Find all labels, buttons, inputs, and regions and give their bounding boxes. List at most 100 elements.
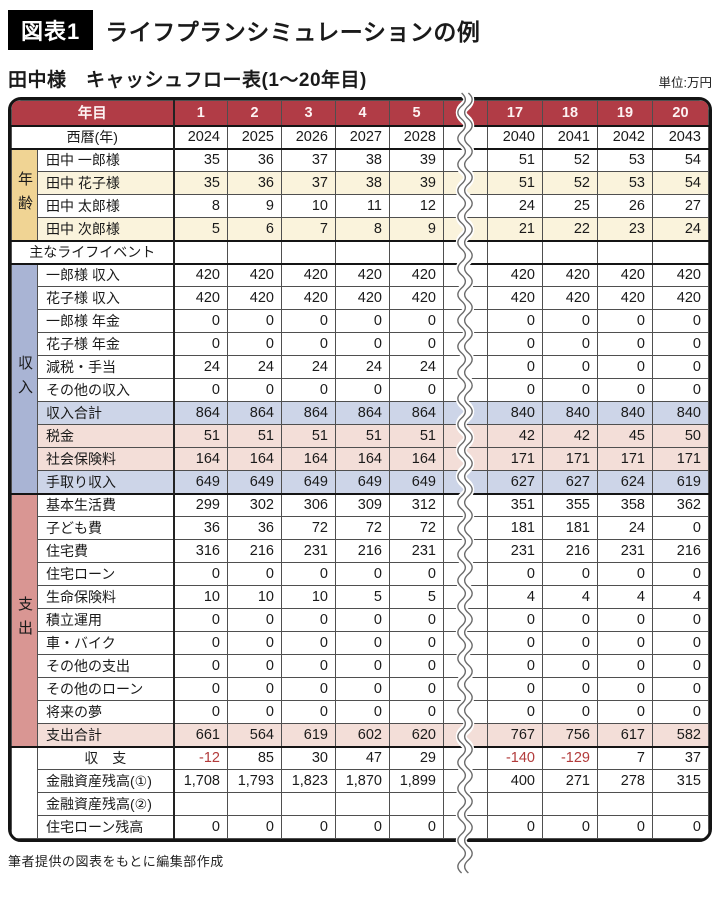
value-cell: 306	[281, 492, 336, 517]
year-header-label: 年目	[11, 100, 175, 126]
year-header-cell: 4	[335, 100, 390, 126]
value-cell: 216	[227, 539, 282, 563]
value-cell: 164	[389, 447, 444, 471]
value-cell: 0	[542, 562, 598, 586]
table-row: 支出 基本生活費 299 302 306 309 312 351 355 358 362	[11, 492, 709, 747]
break-cell	[443, 723, 488, 747]
row-label: 生命保険料	[37, 585, 175, 609]
value-cell: 0	[487, 562, 543, 586]
break-cell	[443, 654, 488, 678]
value-cell: 315	[652, 769, 709, 793]
value-cell	[335, 792, 390, 816]
row-label: その他のローン	[37, 677, 175, 701]
value-cell	[281, 792, 336, 816]
break-cell	[443, 447, 488, 471]
year-header-row: 年目 1 2 3 4 5 17 18 19 20	[11, 100, 709, 126]
value-cell: 164	[281, 447, 336, 471]
value-cell	[487, 792, 543, 816]
value-cell: 9	[389, 217, 444, 241]
table-row: 収入合計 864 864 864 864 864 840 840 840 840	[12, 401, 709, 425]
value-cell: 0	[597, 562, 653, 586]
row-label: 田中 一郎様	[37, 147, 175, 172]
value-cell: 0	[335, 332, 390, 356]
value-cell: 51	[487, 171, 543, 195]
value-cell: 0	[389, 332, 444, 356]
value-cell: 10	[281, 585, 336, 609]
value-cell: 1,793	[227, 769, 282, 793]
section-label: 支出	[11, 492, 38, 747]
value-cell: 37	[652, 745, 709, 770]
row-label: 住宅ローン残高	[37, 815, 175, 839]
value-cell: 42	[542, 424, 598, 448]
value-cell: 0	[281, 700, 336, 724]
value-cell: 54	[652, 147, 709, 172]
row-label: 田中 花子様	[37, 171, 175, 195]
table-row: 田中 次郎様 5 6 7 8 9 21 22 23 24	[12, 217, 709, 241]
value-cell: 10	[281, 194, 336, 218]
value-cell: 0	[281, 608, 336, 632]
value-cell: 420	[542, 286, 598, 310]
value-cell: 11	[335, 194, 390, 218]
value-cell: 617	[597, 723, 653, 747]
value-cell: 627	[487, 470, 543, 494]
row-label: 田中 太郎様	[37, 194, 175, 218]
break-cell	[443, 239, 488, 264]
value-cell: 649	[281, 470, 336, 494]
row-label: 基本生活費	[37, 492, 175, 517]
table-row: 金融資産残高(②)	[12, 792, 709, 816]
value-cell: 1,708	[173, 769, 228, 793]
value-cell: 51	[389, 424, 444, 448]
value-cell: 420	[281, 262, 336, 287]
value-cell: 0	[173, 332, 228, 356]
value-cell: 0	[487, 654, 543, 678]
value-cell: 0	[281, 631, 336, 655]
value-cell: 0	[597, 378, 653, 402]
value-cell: 0	[597, 677, 653, 701]
value-cell: 22	[542, 217, 598, 241]
value-cell: 0	[227, 309, 282, 333]
value-cell: 627	[542, 470, 598, 494]
value-cell: 0	[652, 355, 709, 379]
break-cell	[443, 424, 488, 448]
value-cell: 0	[487, 309, 543, 333]
value-cell: 0	[173, 631, 228, 655]
table-row: 住宅ローン 0 0 0 0 0 0 0 0 0	[12, 562, 709, 586]
value-cell: 36	[173, 516, 228, 540]
value-cell: 582	[652, 723, 709, 747]
value-cell: 0	[335, 654, 390, 678]
row-label: 西暦(年)	[11, 124, 175, 149]
value-cell: 355	[542, 492, 598, 517]
value-cell: 24	[389, 355, 444, 379]
value-cell: 0	[652, 562, 709, 586]
value-cell: 2041	[542, 124, 598, 149]
value-cell: 0	[652, 516, 709, 540]
value-cell: 0	[652, 332, 709, 356]
value-cell: 0	[542, 631, 598, 655]
value-cell: 24	[335, 355, 390, 379]
value-cell: 864	[335, 401, 390, 425]
value-cell: 864	[281, 401, 336, 425]
value-cell: 420	[389, 262, 444, 287]
value-cell: 0	[597, 332, 653, 356]
value-cell: 5	[335, 585, 390, 609]
break-cell	[443, 470, 488, 494]
row-label: 将来の夢	[37, 700, 175, 724]
value-cell: 0	[487, 677, 543, 701]
value-cell: 51	[487, 147, 543, 172]
value-cell: 171	[597, 447, 653, 471]
break-cell	[443, 631, 488, 655]
value-cell	[335, 239, 390, 264]
row-label: 花子様 収入	[37, 286, 175, 310]
value-cell: 2024	[173, 124, 228, 149]
value-cell: 0	[597, 608, 653, 632]
value-cell: 51	[281, 424, 336, 448]
value-cell: 164	[173, 447, 228, 471]
value-cell: -140	[487, 745, 543, 770]
value-cell: 0	[597, 815, 653, 839]
value-cell: 302	[227, 492, 282, 517]
value-cell: 231	[389, 539, 444, 563]
value-cell: 0	[597, 309, 653, 333]
value-cell: 0	[335, 677, 390, 701]
value-cell: 12	[389, 194, 444, 218]
value-cell: 24	[281, 355, 336, 379]
